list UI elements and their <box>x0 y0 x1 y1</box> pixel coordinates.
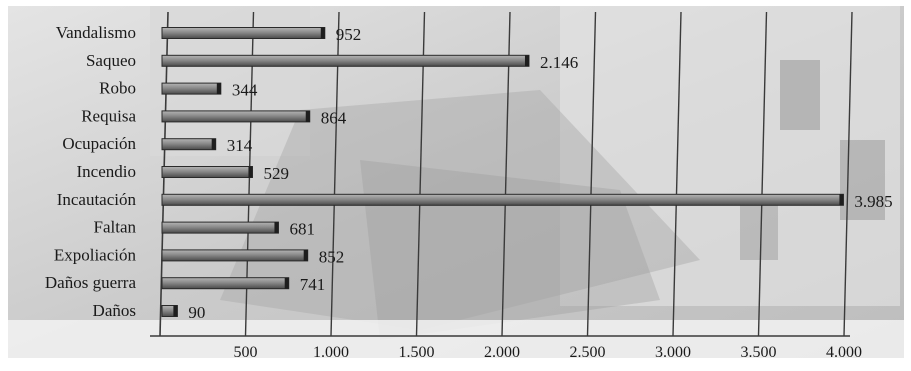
bars <box>161 27 844 317</box>
x-tick-label: 3.000 <box>655 344 691 361</box>
x-tick-label: 500 <box>234 344 258 361</box>
gridline <box>672 11 682 337</box>
bar-end-cap <box>320 27 325 39</box>
gridline <box>586 11 597 337</box>
bar <box>161 110 311 123</box>
bar-end-cap <box>248 166 253 178</box>
category-label: Requisa <box>81 106 136 125</box>
value-label: 314 <box>227 136 253 155</box>
bar <box>161 82 222 95</box>
value-label: 864 <box>321 108 347 127</box>
category-label: Incendio <box>77 162 136 181</box>
value-label: 344 <box>232 81 258 100</box>
bar-end-cap <box>305 110 310 122</box>
bar-end-cap <box>211 138 216 150</box>
category-label: Incautación <box>57 190 137 209</box>
value-label: 2.146 <box>540 53 578 72</box>
x-tick-label: 2.000 <box>484 344 520 361</box>
x-tick-label: 4.000 <box>826 344 862 361</box>
x-tick-labels: 500 1.000 1.500 2.000 2.500 3.000 3.500 4.000 <box>234 344 863 361</box>
bar-end-cap <box>173 305 178 317</box>
category-label: Daños guerra <box>45 273 137 292</box>
gridline <box>843 11 853 337</box>
bar-end-cap <box>216 83 221 95</box>
bar <box>161 221 279 234</box>
value-label: 952 <box>336 25 362 44</box>
category-label: Expoliación <box>54 245 137 264</box>
category-label: Daños <box>93 301 136 320</box>
value-label: 852 <box>319 247 345 266</box>
value-label: 90 <box>188 303 205 322</box>
category-label: Faltan <box>94 218 137 237</box>
gridline <box>757 11 768 337</box>
category-label: Saqueo <box>86 51 136 70</box>
bar <box>161 166 253 178</box>
bar <box>161 193 844 206</box>
bar-end-cap <box>303 249 308 261</box>
bar <box>161 54 530 67</box>
bar <box>161 138 217 151</box>
category-labels: Vandalismo Saqueo Robo Requisa Ocupación Ince… <box>45 23 137 320</box>
value-label: 3.985 <box>854 192 892 211</box>
category-label: Ocupación <box>62 134 136 153</box>
bar-end-cap <box>284 277 289 289</box>
bar-end-cap <box>839 194 844 206</box>
x-tick-label: 3.500 <box>741 344 777 361</box>
value-label: 529 <box>263 164 289 183</box>
x-tick-label: 2.500 <box>570 344 606 361</box>
x-tick-label: 1.000 <box>313 344 349 361</box>
bar <box>161 249 309 262</box>
bar <box>161 277 290 290</box>
x-tick-label: 1.500 <box>399 344 435 361</box>
bar-end-cap <box>274 222 279 234</box>
bar <box>161 27 326 39</box>
category-label: Robo <box>99 79 136 98</box>
value-label: 681 <box>289 220 315 239</box>
category-label: Vandalismo <box>56 23 136 42</box>
value-label: 741 <box>300 275 326 294</box>
bar-end-cap <box>524 55 529 67</box>
